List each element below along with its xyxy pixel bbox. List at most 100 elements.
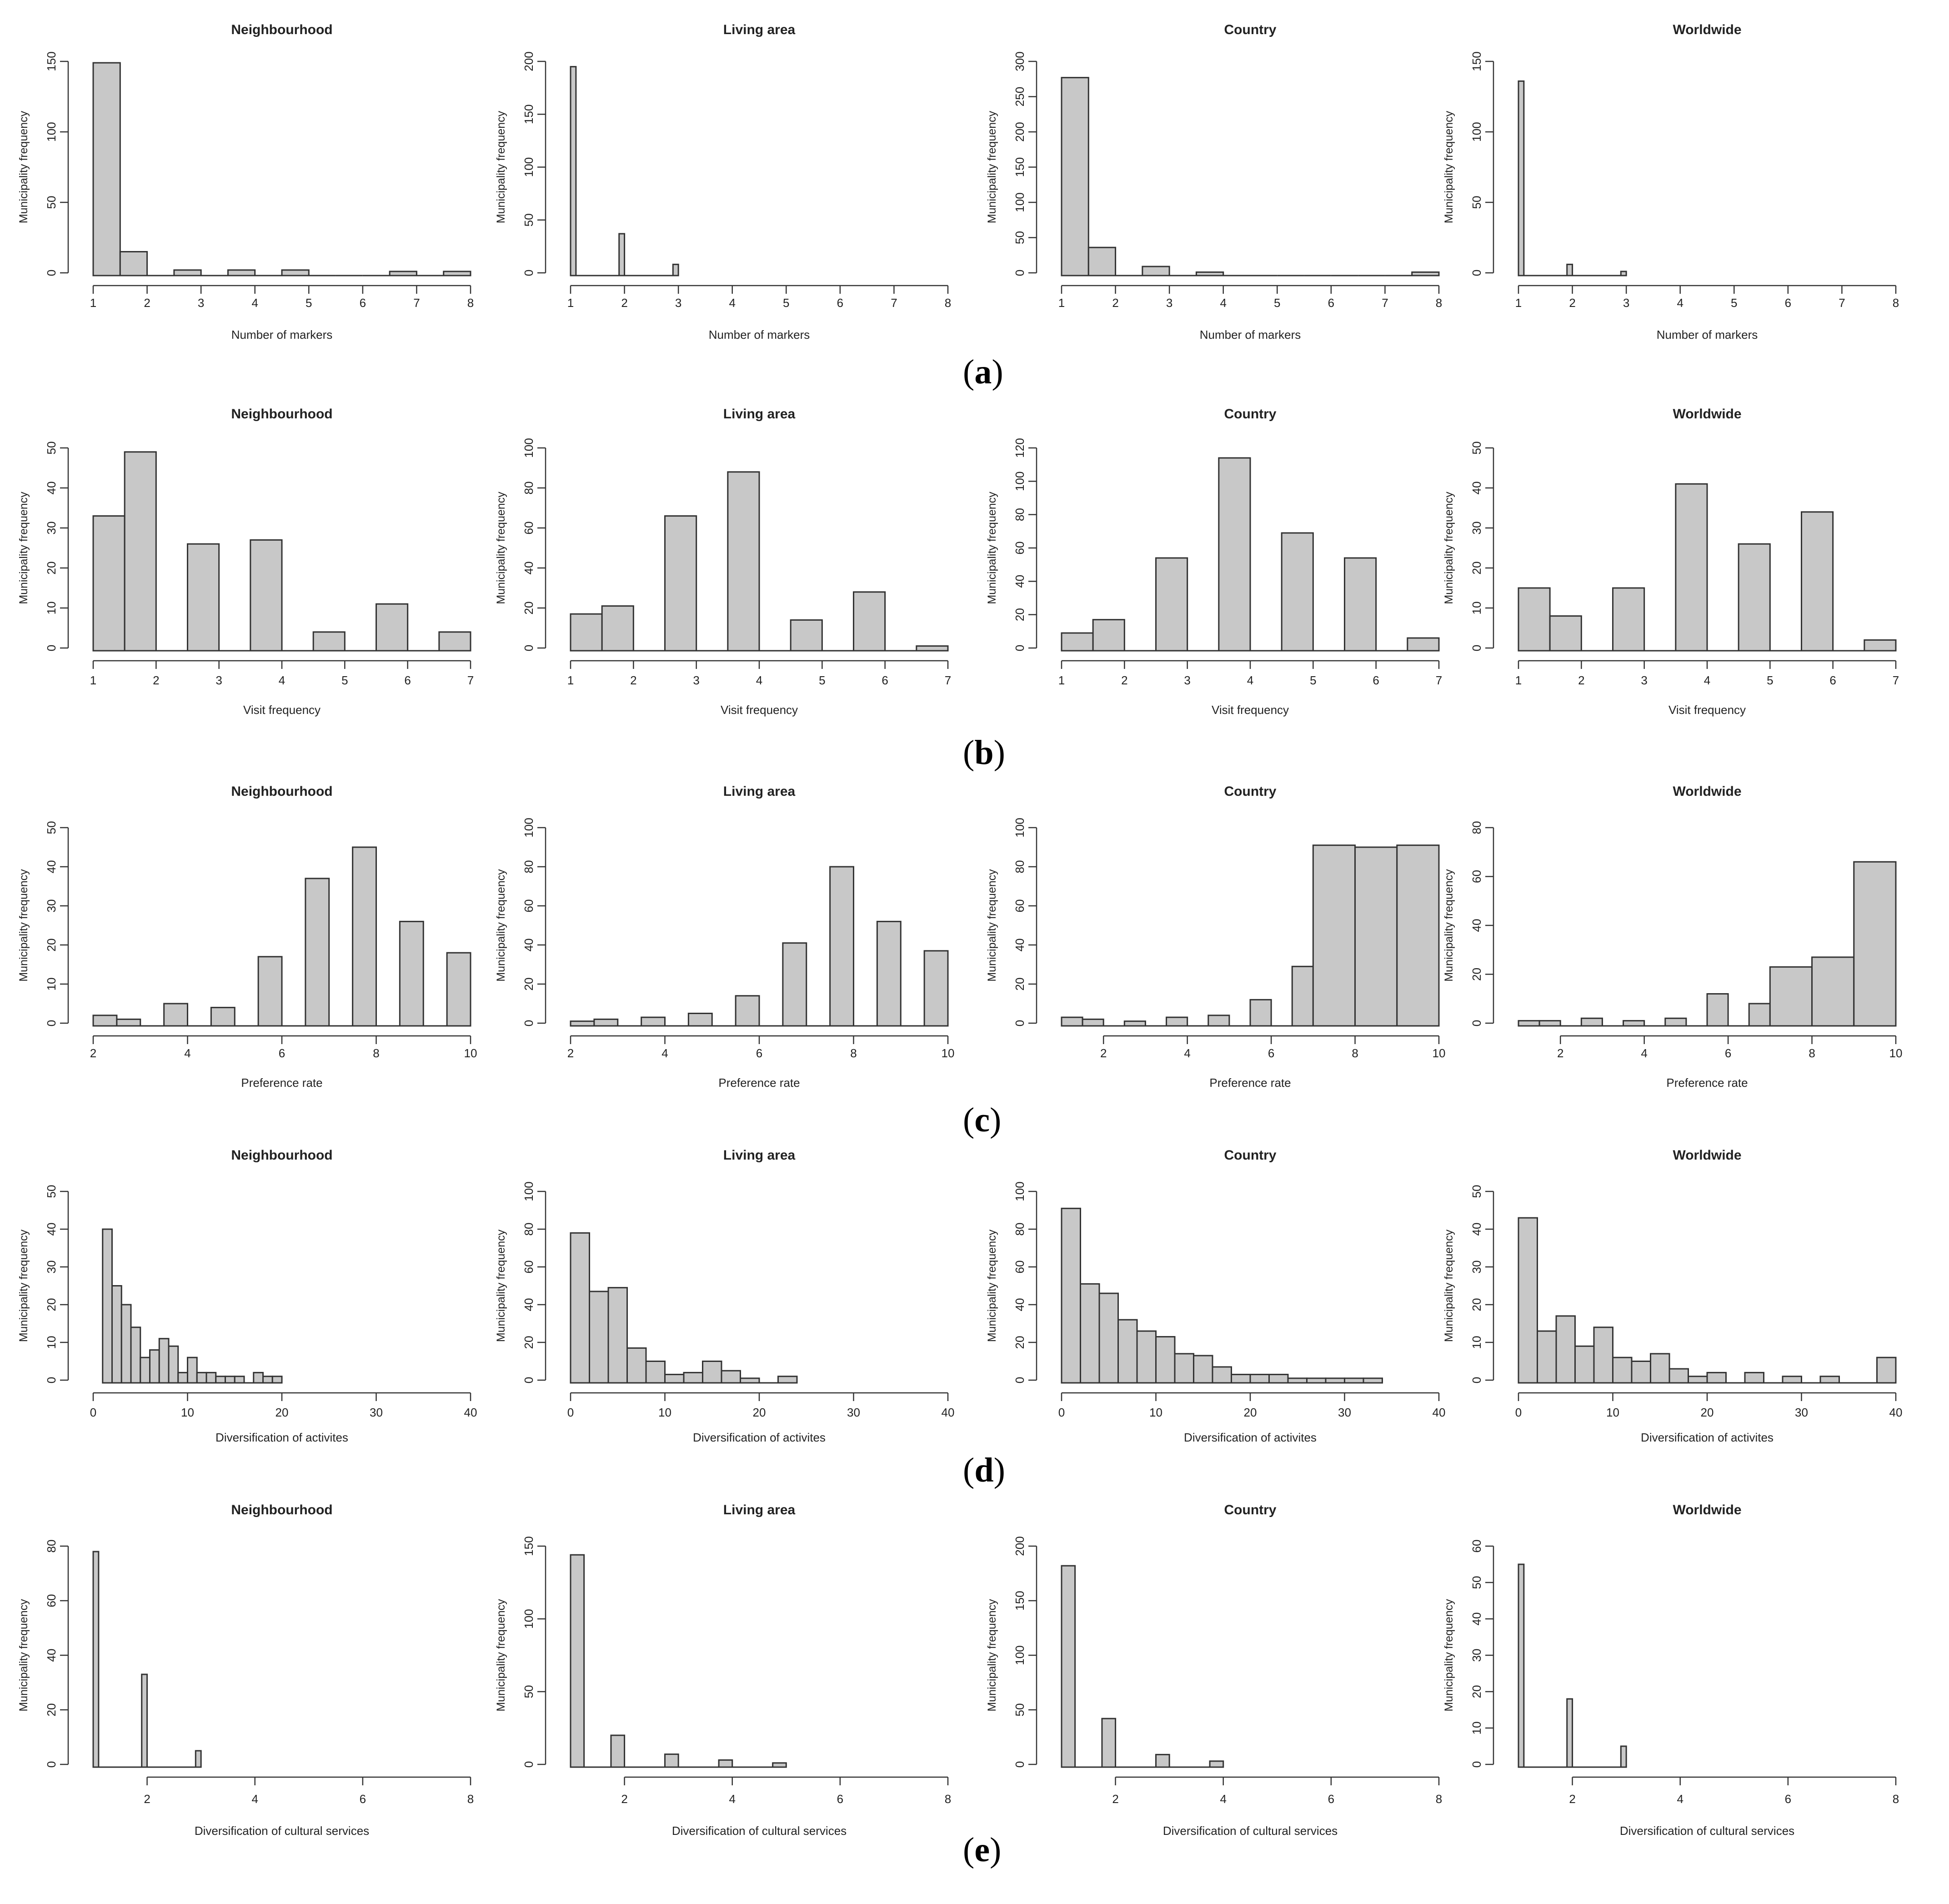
y-tick-label: 0 xyxy=(1013,1020,1027,1026)
x-tick-label: 40 xyxy=(942,1406,955,1419)
bar xyxy=(250,539,283,652)
bar xyxy=(92,515,125,652)
bar xyxy=(570,613,603,652)
bar xyxy=(1555,1315,1576,1384)
x-tick-label: 7 xyxy=(1893,673,1899,687)
bar xyxy=(1631,1361,1651,1384)
y-tick-label: 0 xyxy=(1013,645,1027,651)
bar xyxy=(687,1013,713,1027)
bar xyxy=(1811,956,1855,1027)
x-axis-label: Diversification of activites xyxy=(1641,1431,1774,1444)
bar xyxy=(1580,1017,1603,1027)
bar xyxy=(1650,1353,1670,1384)
bar xyxy=(92,1015,118,1027)
x-tick-label: 3 xyxy=(215,673,222,687)
x-tick-label: 10 xyxy=(1433,1046,1446,1060)
x-tick-label: 4 xyxy=(756,673,762,687)
chart-title: Living area xyxy=(723,407,796,422)
y-tick-label: 50 xyxy=(1470,196,1483,209)
y-tick-label: 100 xyxy=(522,438,536,457)
x-tick-label: 4 xyxy=(279,673,285,687)
bar xyxy=(215,1376,226,1384)
x-axis-label: Diversification of activites xyxy=(215,1431,348,1444)
y-axis-label: Municipality frequency xyxy=(495,111,507,223)
y-axis-label: Municipality frequency xyxy=(1443,1599,1455,1712)
histogram-0-0: Neighbourhood 1 2 3 4 5 6 7 8 Number of markers 0 5… xyxy=(17,22,474,342)
x-tick-label: 6 xyxy=(837,1792,843,1806)
y-axis-label: Municipality frequency xyxy=(495,1229,507,1342)
bar xyxy=(1312,844,1356,1027)
bar xyxy=(1538,1020,1561,1027)
x-axis-label: Diversification of cultural services xyxy=(195,1824,369,1838)
bar xyxy=(163,1003,188,1027)
bar xyxy=(149,1349,160,1384)
x-tick-label: 5 xyxy=(1274,296,1280,310)
x-axis-label: Preference rate xyxy=(718,1076,800,1090)
bar xyxy=(1166,1016,1188,1027)
y-tick-label: 0 xyxy=(522,645,536,651)
y-tick-label: 0 xyxy=(45,1377,58,1383)
bar xyxy=(876,920,902,1027)
bar xyxy=(570,1232,590,1384)
bar xyxy=(727,471,760,652)
x-tick-label: 0 xyxy=(1515,1406,1522,1419)
x-tick-label: 5 xyxy=(1731,296,1737,310)
bar xyxy=(389,271,417,276)
y-axis-label: Municipality frequency xyxy=(17,1599,30,1712)
bar xyxy=(158,1338,170,1384)
y-tick-label: 60 xyxy=(1470,870,1483,883)
y-tick-label: 40 xyxy=(45,482,58,495)
y-tick-label: 50 xyxy=(1013,231,1027,244)
chart-title: Worldwide xyxy=(1673,1502,1741,1517)
y-tick-label: 0 xyxy=(1470,1377,1483,1383)
x-tick-label: 1 xyxy=(90,296,96,310)
x-tick-label: 8 xyxy=(1893,1792,1899,1806)
x-tick-label: 4 xyxy=(1220,296,1226,310)
bar xyxy=(1344,1377,1364,1384)
chart-title: Country xyxy=(1224,1148,1277,1163)
chart-title: Neighbourhood xyxy=(231,22,332,37)
x-tick-label: 8 xyxy=(467,296,474,310)
x-tick-label: 40 xyxy=(1889,1406,1903,1419)
y-tick-label: 40 xyxy=(1470,1613,1483,1626)
bar xyxy=(601,605,634,652)
y-tick-label: 100 xyxy=(1013,192,1027,212)
y-tick-label: 40 xyxy=(522,939,536,952)
y-tick-label: 100 xyxy=(45,122,58,141)
bar xyxy=(570,1020,595,1027)
x-tick-label: 8 xyxy=(1436,1792,1442,1806)
y-tick-label: 0 xyxy=(45,1761,58,1768)
chart-title: Worldwide xyxy=(1673,407,1741,422)
bar xyxy=(718,1759,733,1768)
x-tick-label: 20 xyxy=(753,1406,766,1419)
histogram-2-0: Neighbourhood 2 4 6 8 10 Preference rate 0 10 20 3… xyxy=(17,784,477,1090)
histogram-0-1: Living area 1 2 3 4 5 6 7 8 Number of markers 0 50 1… xyxy=(495,22,951,342)
bar xyxy=(376,603,409,652)
y-axis-label: Municipality frequency xyxy=(986,1599,998,1712)
bar xyxy=(829,866,854,1027)
x-tick-label: 4 xyxy=(1677,1792,1683,1806)
bar xyxy=(257,956,283,1027)
x-tick-label: 4 xyxy=(251,1792,258,1806)
bar xyxy=(1231,1374,1251,1384)
y-tick-label: 20 xyxy=(45,939,58,952)
bar xyxy=(1518,1563,1525,1768)
x-tick-label: 4 xyxy=(184,1046,190,1060)
bar xyxy=(227,269,256,276)
x-tick-label: 30 xyxy=(1795,1406,1808,1419)
y-tick-label: 80 xyxy=(1470,821,1483,834)
histogram-2-1: Living area 2 4 6 8 10 Preference rate 0 20 40 60 8… xyxy=(495,784,954,1090)
y-tick-label: 40 xyxy=(1470,1223,1483,1236)
bar xyxy=(187,543,220,652)
bar xyxy=(141,1673,148,1768)
x-tick-label: 30 xyxy=(847,1406,860,1419)
x-tick-label: 2 xyxy=(630,673,636,687)
x-tick-label: 0 xyxy=(90,1406,96,1419)
x-tick-label: 20 xyxy=(1244,1406,1257,1419)
y-axis-label: Municipality frequency xyxy=(495,869,507,982)
bar xyxy=(1155,1336,1176,1384)
x-tick-label: 6 xyxy=(1328,296,1334,310)
x-tick-label: 2 xyxy=(1100,1046,1107,1060)
bar xyxy=(777,1376,798,1384)
histogram-4-0: Neighbourhood 2 4 6 8 Diversification of cult… xyxy=(17,1502,474,1838)
